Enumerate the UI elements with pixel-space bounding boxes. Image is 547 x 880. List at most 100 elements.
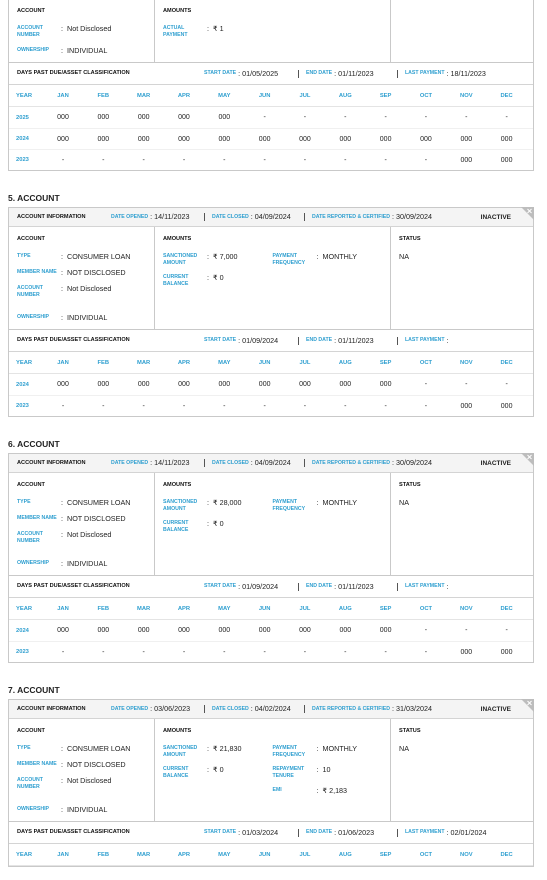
column-title: STATUS (399, 728, 421, 734)
field-label: TYPE (17, 745, 31, 751)
separator: : (61, 252, 63, 261)
column-header: NOV (460, 605, 473, 612)
dpd-value: 000 (460, 156, 473, 164)
separator: : (446, 581, 449, 591)
account-details: ACCOUNT ACCOUNT NUMBER: Not Disclosed OWNER… (9, 0, 533, 63)
column-header: MAY (218, 92, 231, 99)
column-header: MAY (218, 359, 231, 366)
dpd-value: 000 (178, 381, 190, 388)
field-label: PAYMENT FREQUENCY (272, 745, 306, 758)
column-header: NOV (460, 359, 473, 366)
account-info: ACCOUNT INFORMATION DATE OPENED:14/11/202… (9, 208, 533, 227)
dpd-value: - (384, 156, 387, 164)
year: 2024 (16, 381, 29, 388)
dpd-value: 000 (379, 627, 392, 634)
field-label: OWNERSHIP (17, 806, 49, 812)
field-value: MONTHLY (322, 744, 358, 753)
date-value: 04/09/2024 (254, 212, 291, 221)
date-value: 01/11/2023 (338, 335, 374, 345)
column-header: FEB (97, 851, 110, 858)
separator: : (61, 268, 63, 277)
status-value: NA (399, 744, 409, 753)
field-value: MONTHLY (322, 252, 358, 261)
dpd-title: DAYS PAST DUE/ASSET CLASSIFICATION (17, 70, 130, 76)
dpd-value: - (303, 402, 307, 410)
field-value: Not Disclosed (67, 776, 112, 785)
date-item: LAST PAYMENT:02/01/2024 (397, 827, 486, 837)
date-label: LAST PAYMENT (405, 337, 445, 344)
field: SANCTIONED AMOUNT: ₹ 7,000 (163, 253, 273, 266)
dpd-value: 000 (379, 135, 392, 143)
field-value: Not Disclosed (67, 530, 112, 539)
column-title: ACCOUNT (17, 482, 45, 488)
dpd-value: - (505, 627, 508, 634)
column-header: MAY (218, 851, 231, 858)
date-label: END DATE (306, 337, 333, 344)
column-header: DEC (500, 359, 513, 366)
date-label: START DATE (204, 583, 237, 590)
field: ACTUAL PAYMENT: ₹ 1 (163, 25, 277, 38)
field: MEMBER NAME: NOT DISCLOSED (17, 761, 146, 769)
separator: : (61, 776, 63, 785)
dpd-value: 000 (137, 381, 150, 388)
date-label: START DATE (204, 70, 237, 77)
dpd-value: - (102, 648, 105, 656)
column-header: JAN (57, 359, 69, 366)
account-box: ACCOUNT INFORMATION DATE OPENED:14/11/202… (8, 453, 534, 663)
field-label: ACCOUNT NUMBER (17, 285, 43, 298)
column-header: AUG (338, 851, 352, 858)
dpd-value: - (263, 114, 266, 121)
separator: : (207, 519, 209, 528)
report: ACCOUNT ACCOUNT NUMBER: Not Disclosed OWNER… (8, 0, 534, 867)
separator: : (446, 827, 449, 837)
date-label: LAST PAYMENT (405, 70, 445, 77)
column-header: JAN (57, 92, 69, 99)
date-label: DATE OPENED (111, 705, 149, 712)
field: OWNERSHIP: INDIVIDUAL (17, 314, 146, 322)
corner-shape (527, 700, 532, 706)
dpd-value: - (465, 627, 468, 634)
date-value: 01/06/2023 (338, 827, 375, 837)
column-header: JUN (258, 92, 271, 99)
separator: : (61, 805, 63, 814)
column-title: ACCOUNT (17, 8, 45, 14)
dpd-value: 000 (500, 402, 513, 410)
field-label: MEMBER NAME (17, 761, 57, 767)
separator: : (207, 273, 209, 282)
date-item: DATE OPENED:14/11/2023 (111, 208, 190, 226)
field: PAYMENT FREQUENCY: MONTHLY (273, 499, 383, 512)
date-label: DATE OPENED (111, 459, 149, 466)
field: OWNERSHIP: INDIVIDUAL (17, 560, 146, 568)
dpd-value: 000 (178, 135, 190, 143)
separator: : (61, 46, 63, 55)
date-value: 01/09/2024 (242, 335, 279, 345)
field-value: ₹ 1 (213, 24, 224, 33)
separator: : (392, 704, 395, 713)
column-header: YEAR (16, 359, 33, 366)
amount-groups: SANCTIONED AMOUNT: ₹ 21,830 CURRENT BALANC… (163, 745, 382, 803)
dpd-value: 000 (137, 627, 150, 634)
separator: : (334, 68, 337, 78)
amount-group: PAYMENT FREQUENCY: MONTHLY (273, 253, 383, 295)
status-column: STATUS NA (390, 473, 533, 575)
field: TYPE: CONSUMER LOAN (17, 253, 146, 261)
separator: : (207, 252, 209, 261)
dpd-columns: YEAR JAN FEB MAR APR MAY JUN JUL AUG SEP OCT NOV DEC (9, 598, 533, 620)
amount-group: PAYMENT FREQUENCY: MONTHLY (273, 499, 383, 541)
amount-group: SANCTIONED AMOUNT: ₹ 7,000 CURRENT BALANCE… (163, 253, 273, 295)
close-corner (521, 699, 534, 712)
amount-group: ACTUAL PAYMENT: ₹ 1 (163, 25, 277, 46)
dpd-value: 000 (57, 381, 69, 388)
column-header: JUL (299, 92, 311, 99)
separator: : (392, 212, 395, 221)
column-header: SEP (379, 851, 392, 858)
column-title: STATUS (399, 236, 421, 242)
dpd-value: - (505, 114, 508, 121)
dpd-value: 000 (97, 135, 110, 143)
column-header: MAR (137, 359, 151, 366)
date-value: 04/02/2024 (254, 704, 291, 713)
year: 2023 (16, 403, 29, 409)
separator: : (61, 498, 63, 507)
date-value: 14/11/2023 (154, 212, 190, 221)
amount-group: PAYMENT FREQUENCY: MONTHLY REPAYMENT TENUR… (273, 745, 383, 803)
